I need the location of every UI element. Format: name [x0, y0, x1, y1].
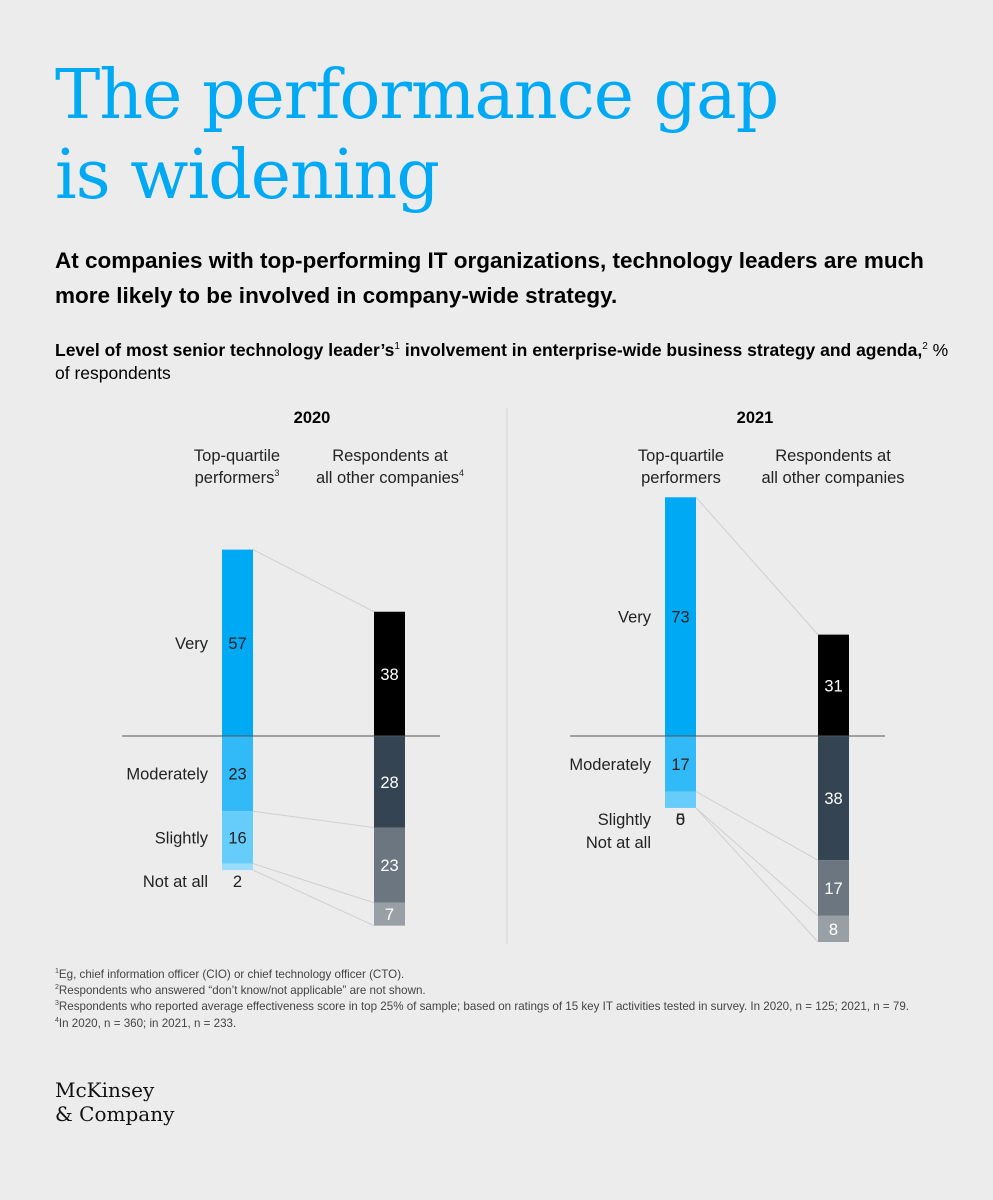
panel-2021-year-label: 2021: [737, 409, 774, 427]
panel-2021-top-quartile-label-line2-text: performers: [641, 469, 721, 487]
panel-2021-other-companies-moderately-value-label: 38: [824, 790, 842, 808]
footnote-1-text: Eg, chief information officer (CIO) or c…: [58, 968, 405, 981]
panel-2021-other-companies-moderately-bar: [818, 736, 849, 861]
panel-2020-top-quartile-moderately-bar: [222, 736, 253, 812]
subtitle: At companies with top-performing IT orga…: [55, 248, 924, 308]
panel-2020-other-companies-label-sup: 4: [459, 468, 464, 478]
panel-2021-other-companies-slightly-bar: [818, 860, 849, 916]
panel-2021-other-companies-label-line2-text: all other companies: [761, 469, 904, 487]
footnote-3: 3Respondents who reported average effect…: [55, 999, 950, 1015]
footnote-3-text: Respondents who reported average effecti…: [58, 1000, 909, 1014]
panel-2020-year-label: 2020: [294, 409, 331, 427]
panel-2020-top-quartile-slightly-bar: [222, 811, 253, 864]
panel-2021-other-companies-very-value-label: 31: [824, 677, 842, 695]
panel-2020-top-quartile-very-bar: [222, 549, 253, 736]
panel-2020-other-companies-moderately-value-label: 28: [380, 774, 398, 792]
panel-2021-connector-slightly-bottom: [695, 807, 819, 917]
panel-2020-other-companies-not-at-all-value-label: 7: [385, 906, 394, 924]
panel-2020-top-quartile-label-sup: 3: [274, 468, 279, 478]
panel-2021-top-quartile-very-value-label: 73: [671, 609, 689, 627]
panel-2021-connector-not-at-all-bottom: [695, 807, 819, 943]
panel-2020-top-quartile-very-value-label: 57: [228, 635, 246, 653]
panel-2021-top-quartile-moderately-bar: [665, 736, 696, 792]
panel-2020-category-label-moderately: Moderately: [126, 766, 208, 784]
panel-2021-category-label-not-at-all: Not at all: [586, 834, 651, 852]
panel-2021-top-quartile-very-bar: [665, 497, 696, 736]
panel-2021-top-quartile-slightly-value-label: 5: [676, 811, 685, 829]
panel-2020-other-companies-very-bar: [374, 611, 405, 736]
panel-2020-top-quartile-label-line1: Top-quartile: [194, 447, 280, 465]
panel-2020-other-companies-label-line1: Respondents at: [332, 447, 448, 465]
panel-2021-other-companies-very-bar: [818, 634, 849, 736]
panel-2020-other-companies-slightly-bar: [374, 827, 405, 903]
panel-2020-top-quartile-not-at-all-bar: [222, 863, 253, 871]
panel-2021-top-quartile-label-line2: performers: [641, 469, 721, 487]
footnote-1: 1Eg, chief information officer (CIO) or …: [55, 967, 950, 983]
involvement-chart: 2020Top-quartileperformers35723162Respon…: [122, 408, 905, 944]
panel-2020-top-quartile-label-line2: performers3: [195, 468, 280, 487]
panel-2020-connector-very-top: [252, 549, 375, 613]
panel-2021-category-label-slightly: Slightly: [598, 811, 652, 829]
panel-2020-top-quartile-label-line2-text: performers: [195, 469, 275, 487]
panel-2020-top-quartile-not-at-all-value-label: 2: [233, 873, 242, 891]
chart-heading-bold-1: Level of most senior technology leader’s: [55, 340, 395, 360]
panel-2020-connector-moderately-bottom: [252, 810, 375, 829]
panel-2020-other-companies-very-value-label: 38: [380, 666, 398, 684]
logo-line-1: McKinsey: [55, 1078, 155, 1102]
panel-2021-connector-very-top: [695, 496, 819, 635]
footnote-4-text: In 2020, n = 360; in 2021, n = 233.: [58, 1016, 237, 1030]
panel-2020-top-quartile-moderately-value-label: 23: [228, 766, 246, 784]
panel-2021-top-quartile-not-at-all-value-label: 0: [676, 811, 685, 829]
panel-2021-other-companies-label-line1: Respondents at: [775, 447, 891, 465]
panel-2021-category-label-moderately: Moderately: [569, 756, 651, 774]
panel-2021-category-label-very: Very: [618, 609, 652, 627]
chart-heading-unit: % of respondents: [55, 340, 949, 383]
footnote-2-text: Respondents who answered “don’t know/not…: [58, 984, 426, 998]
panel-2020-connector-not-at-all-bottom: [252, 869, 375, 927]
footnote-2-number: 2: [55, 984, 59, 992]
title-line-1: The performance gap: [55, 56, 779, 135]
footnote-1-number: 1: [55, 968, 59, 976]
logo-line-2: & Company: [55, 1102, 175, 1126]
title-line-2: is widening: [55, 136, 440, 215]
footnote-4-number: 4: [55, 1016, 59, 1024]
chart-heading-bold-2: involvement in enterprise-wide business …: [399, 340, 923, 360]
chart-heading-sup-2: 2: [922, 341, 928, 353]
panel-2021-other-companies-not-at-all-bar: [818, 915, 849, 943]
panel-2021-other-companies-label-line2: all other companies: [761, 469, 904, 487]
panel-2020-top-quartile-slightly-value-label: 16: [228, 829, 246, 847]
panel-2020-other-companies-not-at-all-bar: [374, 902, 405, 926]
footnotes: 1Eg, chief information officer (CIO) or …: [55, 967, 950, 1032]
footnote-2: 2Respondents who answered “don’t know/no…: [55, 983, 950, 999]
panel-2020-other-companies-label-line2: all other companies4: [316, 468, 464, 487]
panel-2021-top-quartile-slightly-bar: [665, 791, 696, 808]
panel-2020-other-companies-label-line2-text: all other companies: [316, 469, 459, 487]
panel-2021-top-quartile-label-line1: Top-quartile: [638, 447, 724, 465]
page-title: The performance gap is widening: [55, 56, 955, 216]
panel-2020-other-companies-moderately-bar: [374, 736, 405, 828]
panel-2020-connector-slightly-bottom: [252, 863, 375, 904]
chart-heading: Level of most senior technology leader’s…: [55, 339, 955, 385]
chart-heading-sup-1: 1: [394, 341, 400, 353]
panel-2020-other-companies-slightly-value-label: 23: [380, 857, 398, 875]
panel-2020-category-label-not-at-all: Not at all: [143, 873, 208, 891]
mckinsey-logo: McKinsey & Company: [55, 1078, 174, 1126]
panel-2021-other-companies-not-at-all-value-label: 8: [829, 921, 838, 939]
panel-2021-top-quartile-moderately-value-label: 17: [671, 756, 689, 774]
footnote-4: 4In 2020, n = 360; in 2021, n = 233.: [55, 1016, 950, 1032]
panel-2020-category-label-slightly: Slightly: [155, 829, 209, 847]
footnote-3-number: 3: [55, 1000, 59, 1008]
panel-2020-category-label-very: Very: [175, 635, 209, 653]
panel-2021-other-companies-slightly-value-label: 17: [824, 880, 842, 898]
panel-2021-connector-moderately-bottom: [695, 791, 819, 861]
